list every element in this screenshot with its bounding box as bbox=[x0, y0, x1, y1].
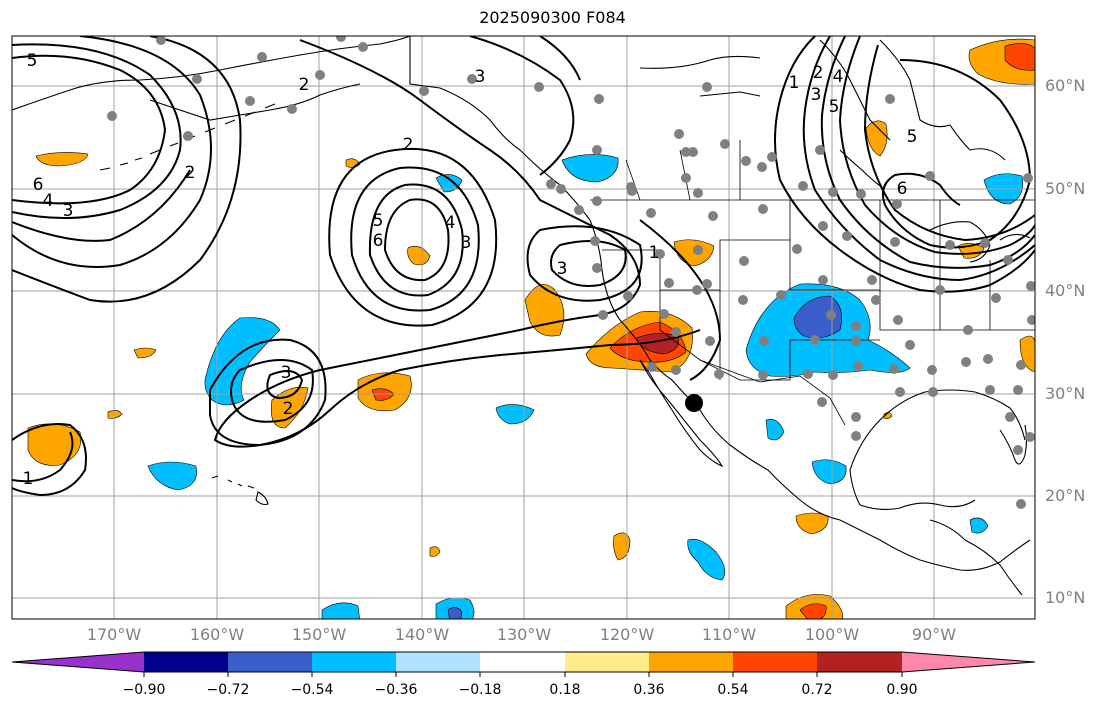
negative-anomaly bbox=[447, 607, 463, 619]
contour-label: 1 bbox=[23, 469, 34, 489]
contour-label: 6 bbox=[897, 179, 908, 199]
colorbar-extend-right bbox=[902, 652, 1035, 672]
lon-label: 120°W bbox=[599, 625, 655, 644]
colorbar-tick-label: −0.18 bbox=[458, 682, 502, 698]
negative-anomaly bbox=[969, 517, 989, 534]
contour-label: 4 bbox=[445, 213, 456, 233]
colorbar-tick-label: 0.18 bbox=[549, 682, 581, 698]
colorbar-segment bbox=[817, 652, 903, 672]
positive-anomaly bbox=[799, 603, 827, 619]
gridlines bbox=[12, 36, 1035, 619]
lon-label: 170°W bbox=[86, 625, 142, 644]
lat-label: 10°N bbox=[1045, 588, 1086, 607]
station-markers bbox=[107, 36, 1035, 509]
colorbar-tick-label: −0.72 bbox=[206, 682, 250, 698]
positive-anomaly bbox=[35, 152, 89, 167]
lon-label: 160°W bbox=[189, 625, 245, 644]
lon-label: 130°W bbox=[496, 625, 552, 644]
lon-label: 150°W bbox=[291, 625, 347, 644]
map-title: 2025090300 F084 bbox=[479, 8, 626, 27]
colorbar-tick-label: −0.36 bbox=[374, 682, 418, 698]
colorbar-segment bbox=[144, 652, 229, 672]
contour-label: 3 bbox=[475, 67, 486, 87]
contour-label: 4 bbox=[43, 191, 54, 211]
positive-anomaly bbox=[1019, 335, 1035, 373]
negative-anomaly bbox=[687, 538, 726, 581]
contour-label: 2 bbox=[283, 399, 294, 419]
coastlines bbox=[12, 36, 1031, 596]
contour-label: 5 bbox=[373, 211, 384, 231]
lon-label: 90°W bbox=[911, 625, 957, 644]
negative-anomaly bbox=[793, 295, 842, 339]
negative-anomaly bbox=[811, 459, 847, 485]
lon-label: 140°W bbox=[394, 625, 450, 644]
positive-anomaly bbox=[865, 120, 888, 157]
colorbar-segment bbox=[565, 652, 650, 672]
negative-anomaly bbox=[561, 154, 619, 183]
colorbar-segment bbox=[312, 652, 397, 672]
height-contours bbox=[12, 36, 1035, 497]
colorbar-extend-left bbox=[12, 652, 144, 672]
negative-anomaly bbox=[204, 317, 281, 406]
contour-label: 2 bbox=[403, 135, 414, 155]
colorbar-segment bbox=[733, 652, 818, 672]
colorbar-tick-label: 0.54 bbox=[717, 682, 749, 698]
contour-label: 2 bbox=[185, 163, 196, 183]
contour-label: 5 bbox=[27, 51, 38, 71]
colorbar-segment bbox=[480, 652, 566, 672]
contour-label: 3 bbox=[63, 201, 74, 221]
colorbar-tick-label: 0.90 bbox=[886, 682, 918, 698]
lat-label: 30°N bbox=[1045, 384, 1086, 403]
contour-label: 1 bbox=[789, 73, 800, 93]
contour-label: 1 bbox=[649, 243, 660, 263]
negative-anomaly bbox=[321, 602, 360, 619]
lon-label: 100°W bbox=[804, 625, 860, 644]
lon-label: 110°W bbox=[701, 625, 757, 644]
negative-anomaly bbox=[147, 461, 197, 491]
contour-label: 3 bbox=[557, 259, 568, 279]
anomaly-shading bbox=[27, 38, 1035, 619]
contour-label: 2 bbox=[813, 63, 824, 83]
colorbar-tick-label: 0.72 bbox=[801, 682, 833, 698]
colorbar-tick-label: −0.90 bbox=[122, 682, 166, 698]
contour-label: 6 bbox=[33, 175, 44, 195]
contour-label: 3 bbox=[811, 85, 822, 105]
contour-labels: 5 6 4 3 2 1 2 3 2 5 6 4 3 3 1 3 2 1 2 3 … bbox=[23, 51, 918, 489]
contour-label: 5 bbox=[907, 127, 918, 147]
positive-anomaly bbox=[429, 546, 441, 557]
contour-label: 4 bbox=[833, 67, 844, 87]
colorbar bbox=[11, 651, 1036, 677]
colorbar-segment bbox=[396, 652, 481, 672]
colorbar-segment bbox=[649, 652, 734, 672]
positive-anomaly bbox=[407, 245, 431, 266]
positive-anomaly bbox=[133, 347, 157, 359]
positive-anomaly bbox=[795, 512, 829, 535]
lat-label: 50°N bbox=[1045, 179, 1086, 198]
map-frame bbox=[11, 35, 1036, 620]
lat-label: 40°N bbox=[1045, 281, 1086, 300]
location-marker bbox=[685, 394, 703, 412]
colorbar-tick-label: −0.54 bbox=[290, 682, 334, 698]
colorbar-tick-label: 0.36 bbox=[633, 682, 665, 698]
lat-label: 60°N bbox=[1045, 76, 1086, 95]
colorbar-segment bbox=[228, 652, 313, 672]
contour-label: 2 bbox=[299, 75, 310, 95]
lat-label: 20°N bbox=[1045, 486, 1086, 505]
negative-anomaly bbox=[765, 418, 785, 441]
contour-label: 3 bbox=[281, 363, 292, 383]
contour-label: 5 bbox=[829, 97, 840, 117]
positive-anomaly bbox=[1004, 43, 1035, 71]
contour-label: 3 bbox=[461, 233, 472, 253]
contour-label: 6 bbox=[373, 231, 384, 251]
